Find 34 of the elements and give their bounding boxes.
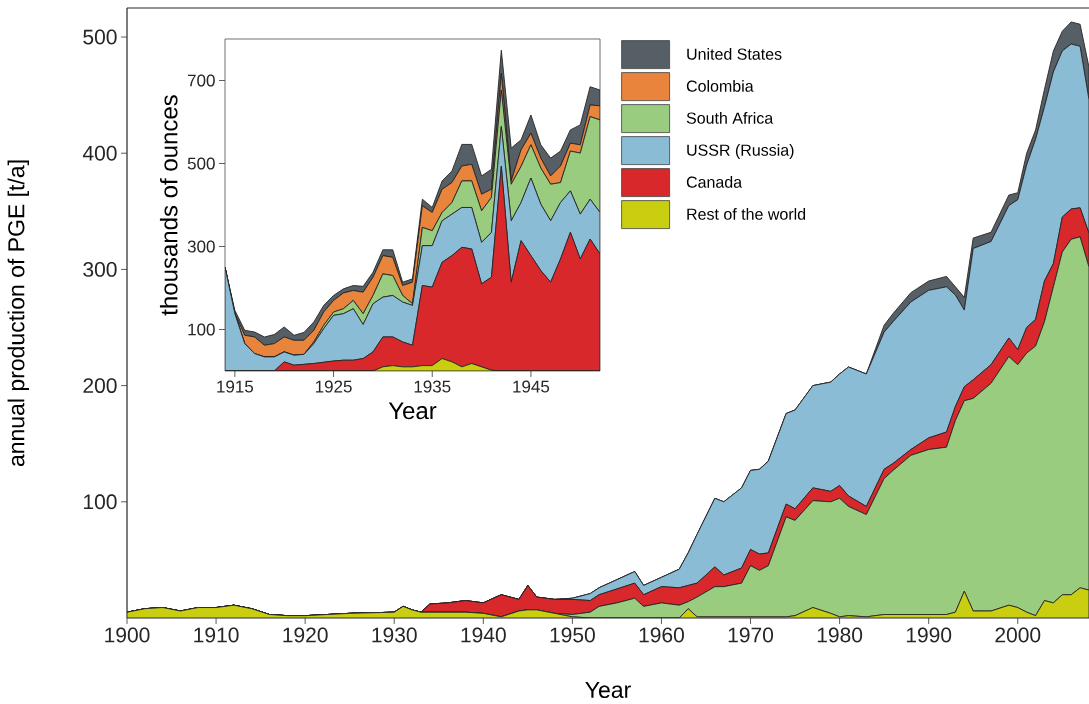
x-tick-label: 1900	[105, 627, 150, 643]
y-tick-label: 300	[83, 261, 117, 277]
x-tick-label: 1925	[315, 380, 352, 393]
x-tick-label: 1950	[550, 627, 595, 643]
y-tick-label: 100	[84, 494, 117, 510]
y-tick-label: 500	[187, 157, 215, 170]
x-tick-label: 1945	[513, 380, 550, 393]
y-tick-label: 500	[83, 29, 117, 45]
legend-label: Colombia	[686, 80, 754, 92]
y-axis-title: annual production of PGE [t/a]	[7, 160, 29, 467]
x-tick-label: 1940	[461, 627, 506, 643]
x-tick-label: 1990	[906, 627, 952, 643]
y-axis-title: thousands of ounces	[159, 95, 178, 316]
legend-label: Rest of the world	[687, 208, 806, 220]
legend-label: USSR (Russia)	[687, 144, 794, 159]
y-tick-label: 200	[83, 378, 117, 394]
x-tick-label: 1930	[372, 627, 417, 643]
x-tick-label: 2000	[995, 627, 1041, 643]
x-tick-label: 1910	[194, 627, 239, 643]
x-tick-label: 1980	[817, 627, 863, 643]
x-tick-label: 1915	[217, 380, 254, 393]
legend-label: Canada	[686, 176, 743, 188]
y-tick-label: 300	[187, 240, 215, 253]
legend-label: United States	[687, 48, 782, 60]
y-tick-label: 100	[188, 323, 215, 336]
x-axis-title: Year	[388, 402, 437, 420]
x-tick-label: 1935	[414, 380, 451, 393]
x-tick-label: 1960	[639, 627, 684, 643]
legend-label: South Africa	[686, 112, 774, 124]
y-tick-label: 700	[187, 74, 215, 87]
y-tick-label: 400	[82, 145, 117, 161]
x-axis-title: Year	[585, 681, 631, 698]
x-tick-label: 1920	[283, 627, 328, 643]
x-tick-label: 1970	[728, 627, 774, 643]
